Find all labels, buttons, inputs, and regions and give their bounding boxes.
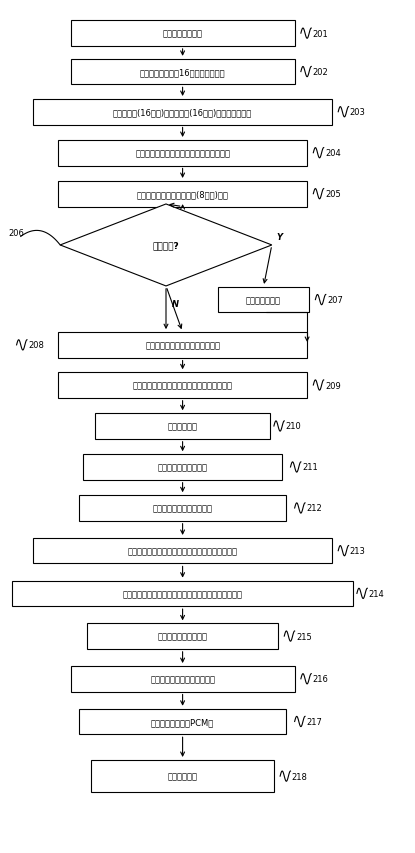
Text: Y: Y <box>276 233 282 241</box>
Text: 210: 210 <box>286 422 301 431</box>
Polygon shape <box>60 205 272 287</box>
FancyBboxPatch shape <box>12 581 353 606</box>
Text: 对每一个音节的声波信号加窗: 对每一个音节的声波信号加窗 <box>150 675 215 683</box>
Text: 计算版本号(16进制)和数据长度(16进制)检错码及纠错码: 计算版本号(16进制)和数据长度(16进制)检错码及纠错码 <box>113 108 252 117</box>
Text: 207: 207 <box>327 296 343 305</box>
Text: 添加最后检错码: 添加最后检错码 <box>246 296 281 305</box>
Text: 读取频率配置文件: 读取频率配置文件 <box>163 30 203 38</box>
Text: 212: 212 <box>306 504 322 513</box>
Text: 将待通过声音发送的字符串(8进制)分段: 将待通过声音发送的字符串(8进制)分段 <box>137 190 229 199</box>
Text: 将交插后的数据及其检错码和纠错码产生八频声波信号: 将交插后的数据及其检错码和纠错码产生八频声波信号 <box>122 589 243 598</box>
Text: 201: 201 <box>312 30 328 38</box>
Text: 添加代表数据头的16进制数字到数组: 添加代表数据头的16进制数字到数组 <box>140 68 225 77</box>
FancyBboxPatch shape <box>71 21 295 47</box>
FancyBboxPatch shape <box>58 141 307 166</box>
FancyBboxPatch shape <box>83 455 282 480</box>
Text: 将声波信号转换为PCM流: 将声波信号转换为PCM流 <box>151 717 214 726</box>
Text: 213: 213 <box>350 547 366 555</box>
Text: 填充到左声道: 填充到左声道 <box>168 772 198 780</box>
Text: 将数据头产生单频声波信号: 将数据头产生单频声波信号 <box>153 504 212 513</box>
FancyBboxPatch shape <box>58 333 307 358</box>
Text: 204: 204 <box>325 149 341 158</box>
Text: 218: 218 <box>292 772 308 780</box>
Text: 202: 202 <box>312 68 328 77</box>
Text: 216: 216 <box>312 675 328 683</box>
FancyBboxPatch shape <box>58 373 307 398</box>
Text: 205: 205 <box>325 190 341 199</box>
Text: 214: 214 <box>369 589 384 598</box>
Text: 将版本号和数据长度及其纠错码添加到数组: 将版本号和数据长度及其纠错码添加到数组 <box>135 149 230 158</box>
Text: 208: 208 <box>28 341 44 350</box>
FancyBboxPatch shape <box>95 414 270 439</box>
Text: 补齐数组空余: 补齐数组空余 <box>168 422 198 431</box>
Text: 将每一段数据及其检错码和纠错码添加到数组: 将每一段数据及其检错码和纠错码添加到数组 <box>133 381 232 390</box>
FancyBboxPatch shape <box>218 287 309 313</box>
FancyBboxPatch shape <box>87 624 278 649</box>
FancyBboxPatch shape <box>33 538 332 564</box>
FancyBboxPatch shape <box>79 709 286 734</box>
FancyBboxPatch shape <box>71 60 295 85</box>
FancyBboxPatch shape <box>79 496 286 521</box>
Text: 对每一段数据添加检错码及纠错码: 对每一段数据添加检错码及纠错码 <box>145 341 220 350</box>
Text: 206: 206 <box>8 229 24 238</box>
Text: 将版本号和数据长度及其纠错码产生三频声波信号: 将版本号和数据长度及其纠错码产生三频声波信号 <box>127 547 238 555</box>
Text: N: N <box>172 299 179 308</box>
FancyBboxPatch shape <box>33 100 332 125</box>
FancyBboxPatch shape <box>91 760 274 792</box>
Text: 对声波信号做增益补偿: 对声波信号做增益补偿 <box>158 632 208 641</box>
Text: 211: 211 <box>302 463 318 472</box>
FancyBboxPatch shape <box>71 666 295 692</box>
Text: 217: 217 <box>306 717 322 726</box>
Text: 209: 209 <box>325 381 341 390</box>
Text: 215: 215 <box>296 632 312 641</box>
Text: 将数组中的数据做交插: 将数组中的数据做交插 <box>158 463 208 472</box>
Text: 203: 203 <box>350 108 366 117</box>
Text: 最后一段?: 最后一段? <box>153 241 179 250</box>
FancyBboxPatch shape <box>58 182 307 207</box>
